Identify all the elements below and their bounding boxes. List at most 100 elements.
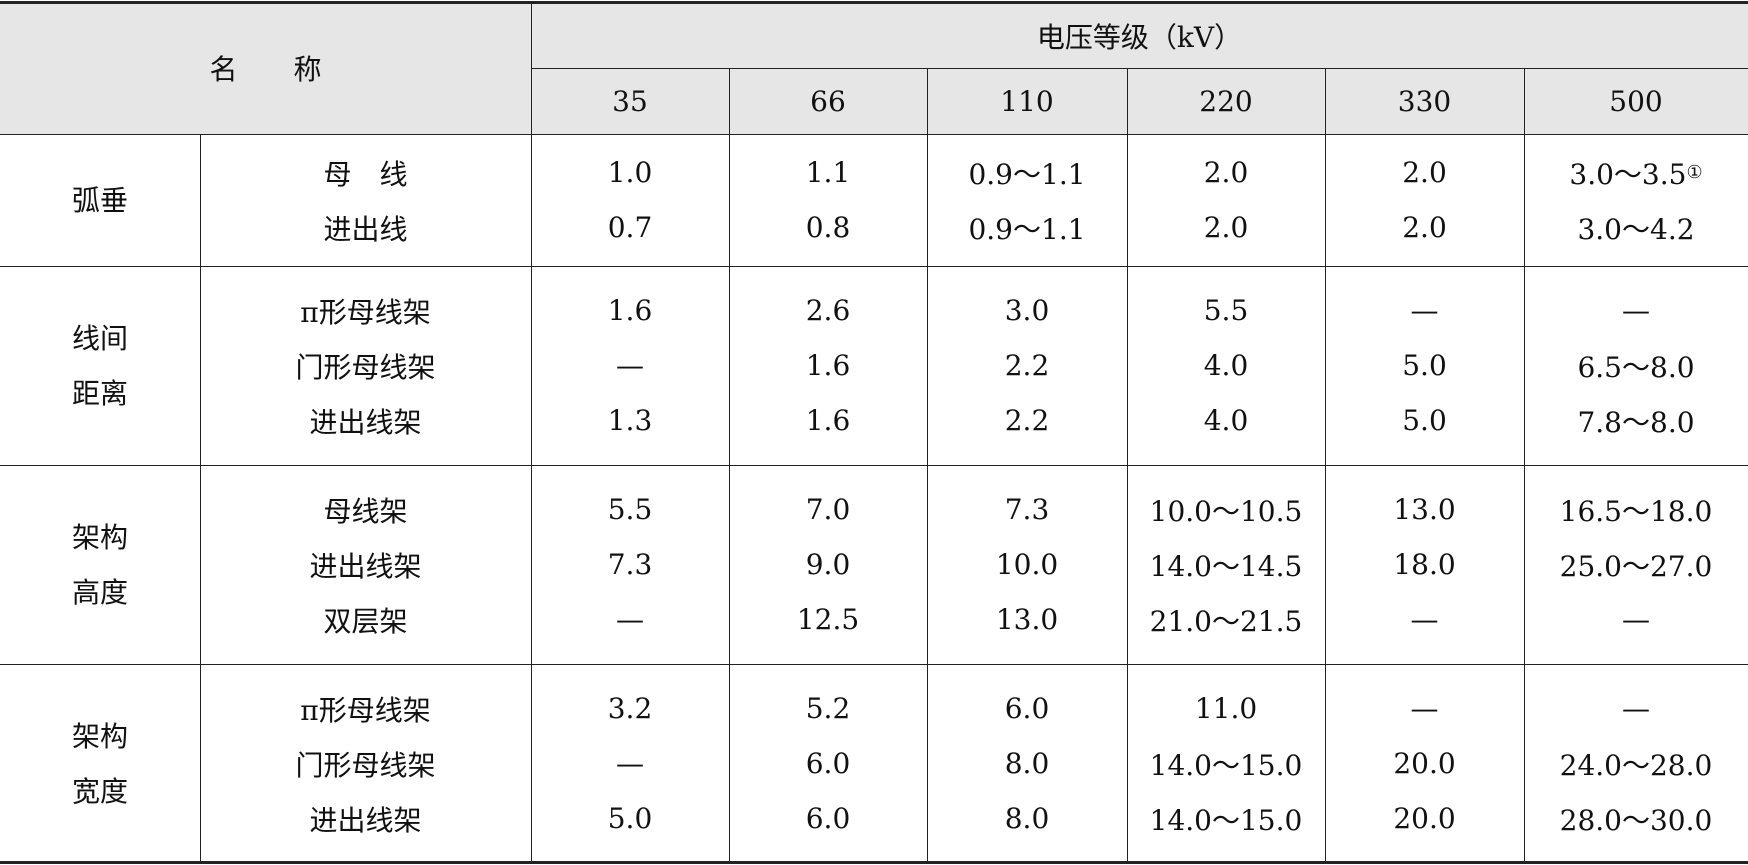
cell: 3.2 bbox=[607, 692, 653, 725]
cell: 14.0～15.0 bbox=[1149, 748, 1303, 782]
group-name-line: 距离 bbox=[71, 376, 128, 410]
cell: 1.3 bbox=[607, 404, 653, 437]
group-name-line: 宽度 bbox=[71, 774, 128, 808]
cell: 8.0 bbox=[1004, 802, 1050, 835]
cell: 7.0 bbox=[805, 493, 851, 526]
col-rule bbox=[1325, 68, 1326, 863]
cell: 2.6 bbox=[805, 294, 851, 327]
cell: 4.0 bbox=[1203, 349, 1249, 382]
cell: 10.0～10.5 bbox=[1149, 494, 1303, 528]
row-label: π形母线架 bbox=[300, 295, 431, 329]
col-rule bbox=[1524, 68, 1525, 863]
cell: 7.8～8.0 bbox=[1577, 405, 1695, 439]
column-header: 35 bbox=[612, 85, 648, 118]
col-rule bbox=[531, 2, 532, 863]
cell: 0.9～1.1 bbox=[968, 212, 1086, 246]
cell: 20.0 bbox=[1393, 747, 1456, 780]
group-name-line: 架构 bbox=[71, 719, 128, 753]
cell: 14.0～15.0 bbox=[1149, 803, 1303, 837]
row-label: 双层架 bbox=[323, 604, 408, 638]
cell: 1.6 bbox=[805, 404, 851, 437]
cell: 6.0 bbox=[805, 802, 851, 835]
row-label: 进出线架 bbox=[309, 549, 422, 583]
row-label: 进出线架 bbox=[309, 405, 422, 439]
cell: 28.0～30.0 bbox=[1559, 803, 1713, 837]
cell: 3.0～4.2 bbox=[1577, 212, 1695, 246]
cell: 20.0 bbox=[1393, 802, 1456, 835]
cell: — bbox=[616, 747, 644, 780]
cell: 10.0 bbox=[995, 548, 1059, 581]
cell: 5.0 bbox=[1402, 349, 1447, 382]
cell: 3.0～3.5 ① bbox=[1524, 145, 1748, 200]
cell: — bbox=[1622, 692, 1650, 725]
cell: 6.0 bbox=[805, 747, 851, 780]
cell: 1.6 bbox=[805, 349, 851, 382]
cell: 6.0 bbox=[1004, 692, 1050, 725]
footnote-mark: ① bbox=[1686, 162, 1703, 183]
cell: 25.0～27.0 bbox=[1559, 549, 1713, 583]
cell: 16.5～18.0 bbox=[1559, 494, 1713, 528]
cell: 21.0～21.5 bbox=[1149, 604, 1303, 638]
cell: — bbox=[616, 349, 644, 382]
cell: 14.0～14.5 bbox=[1149, 549, 1303, 583]
cell: 7.3 bbox=[607, 548, 653, 581]
cell: 2.0 bbox=[1203, 156, 1249, 189]
cell: 18.0 bbox=[1393, 548, 1456, 581]
cell: 24.0～28.0 bbox=[1559, 748, 1713, 782]
row-rule bbox=[0, 664, 1748, 665]
cell: 9.0 bbox=[805, 548, 851, 581]
group-name-line: 线间 bbox=[71, 321, 128, 355]
col-rule bbox=[1127, 68, 1128, 863]
row-label: 门形母线架 bbox=[295, 350, 436, 384]
column-header: 110 bbox=[1000, 85, 1054, 118]
row-label: 母 线 bbox=[323, 157, 408, 191]
cell: 6.5～8.0 bbox=[1577, 350, 1695, 384]
group-name: 弧垂 bbox=[0, 134, 200, 266]
cell: 5.5 bbox=[607, 493, 653, 526]
group-name-line: 架构 bbox=[71, 520, 128, 554]
cell: 1.0 bbox=[607, 156, 653, 189]
cell: 2.2 bbox=[1004, 404, 1050, 437]
cell: 1.1 bbox=[805, 156, 851, 189]
cell: 0.9～1.1 bbox=[968, 157, 1086, 191]
bottom-rule bbox=[0, 861, 1748, 864]
col-rule bbox=[729, 68, 730, 863]
cell: 7.3 bbox=[1004, 493, 1050, 526]
header-sub-rule bbox=[531, 68, 1748, 69]
row-rule bbox=[0, 465, 1748, 466]
row-rule bbox=[0, 134, 1748, 135]
column-header: 330 bbox=[1397, 85, 1452, 118]
cell: 13.0 bbox=[995, 603, 1059, 636]
cell: 0.8 bbox=[805, 211, 851, 244]
cell: 12.5 bbox=[796, 603, 860, 636]
cell: 2.0 bbox=[1402, 211, 1447, 244]
cell: 3.0 bbox=[1004, 294, 1050, 327]
top-rule bbox=[0, 1, 1748, 4]
cell: 11.0 bbox=[1194, 692, 1258, 725]
cell: 5.0 bbox=[1402, 404, 1447, 437]
cell: — bbox=[616, 603, 644, 636]
col-rule bbox=[200, 134, 201, 863]
col-rule bbox=[927, 68, 928, 863]
cell: — bbox=[1410, 294, 1439, 327]
header-name: 名 称 bbox=[209, 53, 322, 86]
cell: — bbox=[1622, 603, 1650, 636]
cell: 8.0 bbox=[1004, 747, 1050, 780]
group-name: 架构 宽度 bbox=[0, 664, 200, 863]
row-label: π形母线架 bbox=[300, 693, 431, 727]
cell-text: 3.0～3.5 bbox=[1569, 157, 1687, 191]
cell: 2.0 bbox=[1203, 211, 1249, 244]
cell: 5.2 bbox=[805, 692, 851, 725]
group-name: 线间 距离 bbox=[0, 266, 200, 465]
cell: — bbox=[1410, 692, 1439, 725]
row-rule bbox=[0, 266, 1748, 267]
column-header: 220 bbox=[1199, 85, 1253, 118]
row-label: 进出线架 bbox=[309, 803, 422, 837]
group-name: 架构 高度 bbox=[0, 465, 200, 664]
cell: 5.0 bbox=[607, 802, 653, 835]
cell: 2.2 bbox=[1004, 349, 1050, 382]
cell: — bbox=[1622, 294, 1650, 327]
cell: 5.5 bbox=[1203, 294, 1249, 327]
group-name-line: 高度 bbox=[71, 575, 128, 609]
